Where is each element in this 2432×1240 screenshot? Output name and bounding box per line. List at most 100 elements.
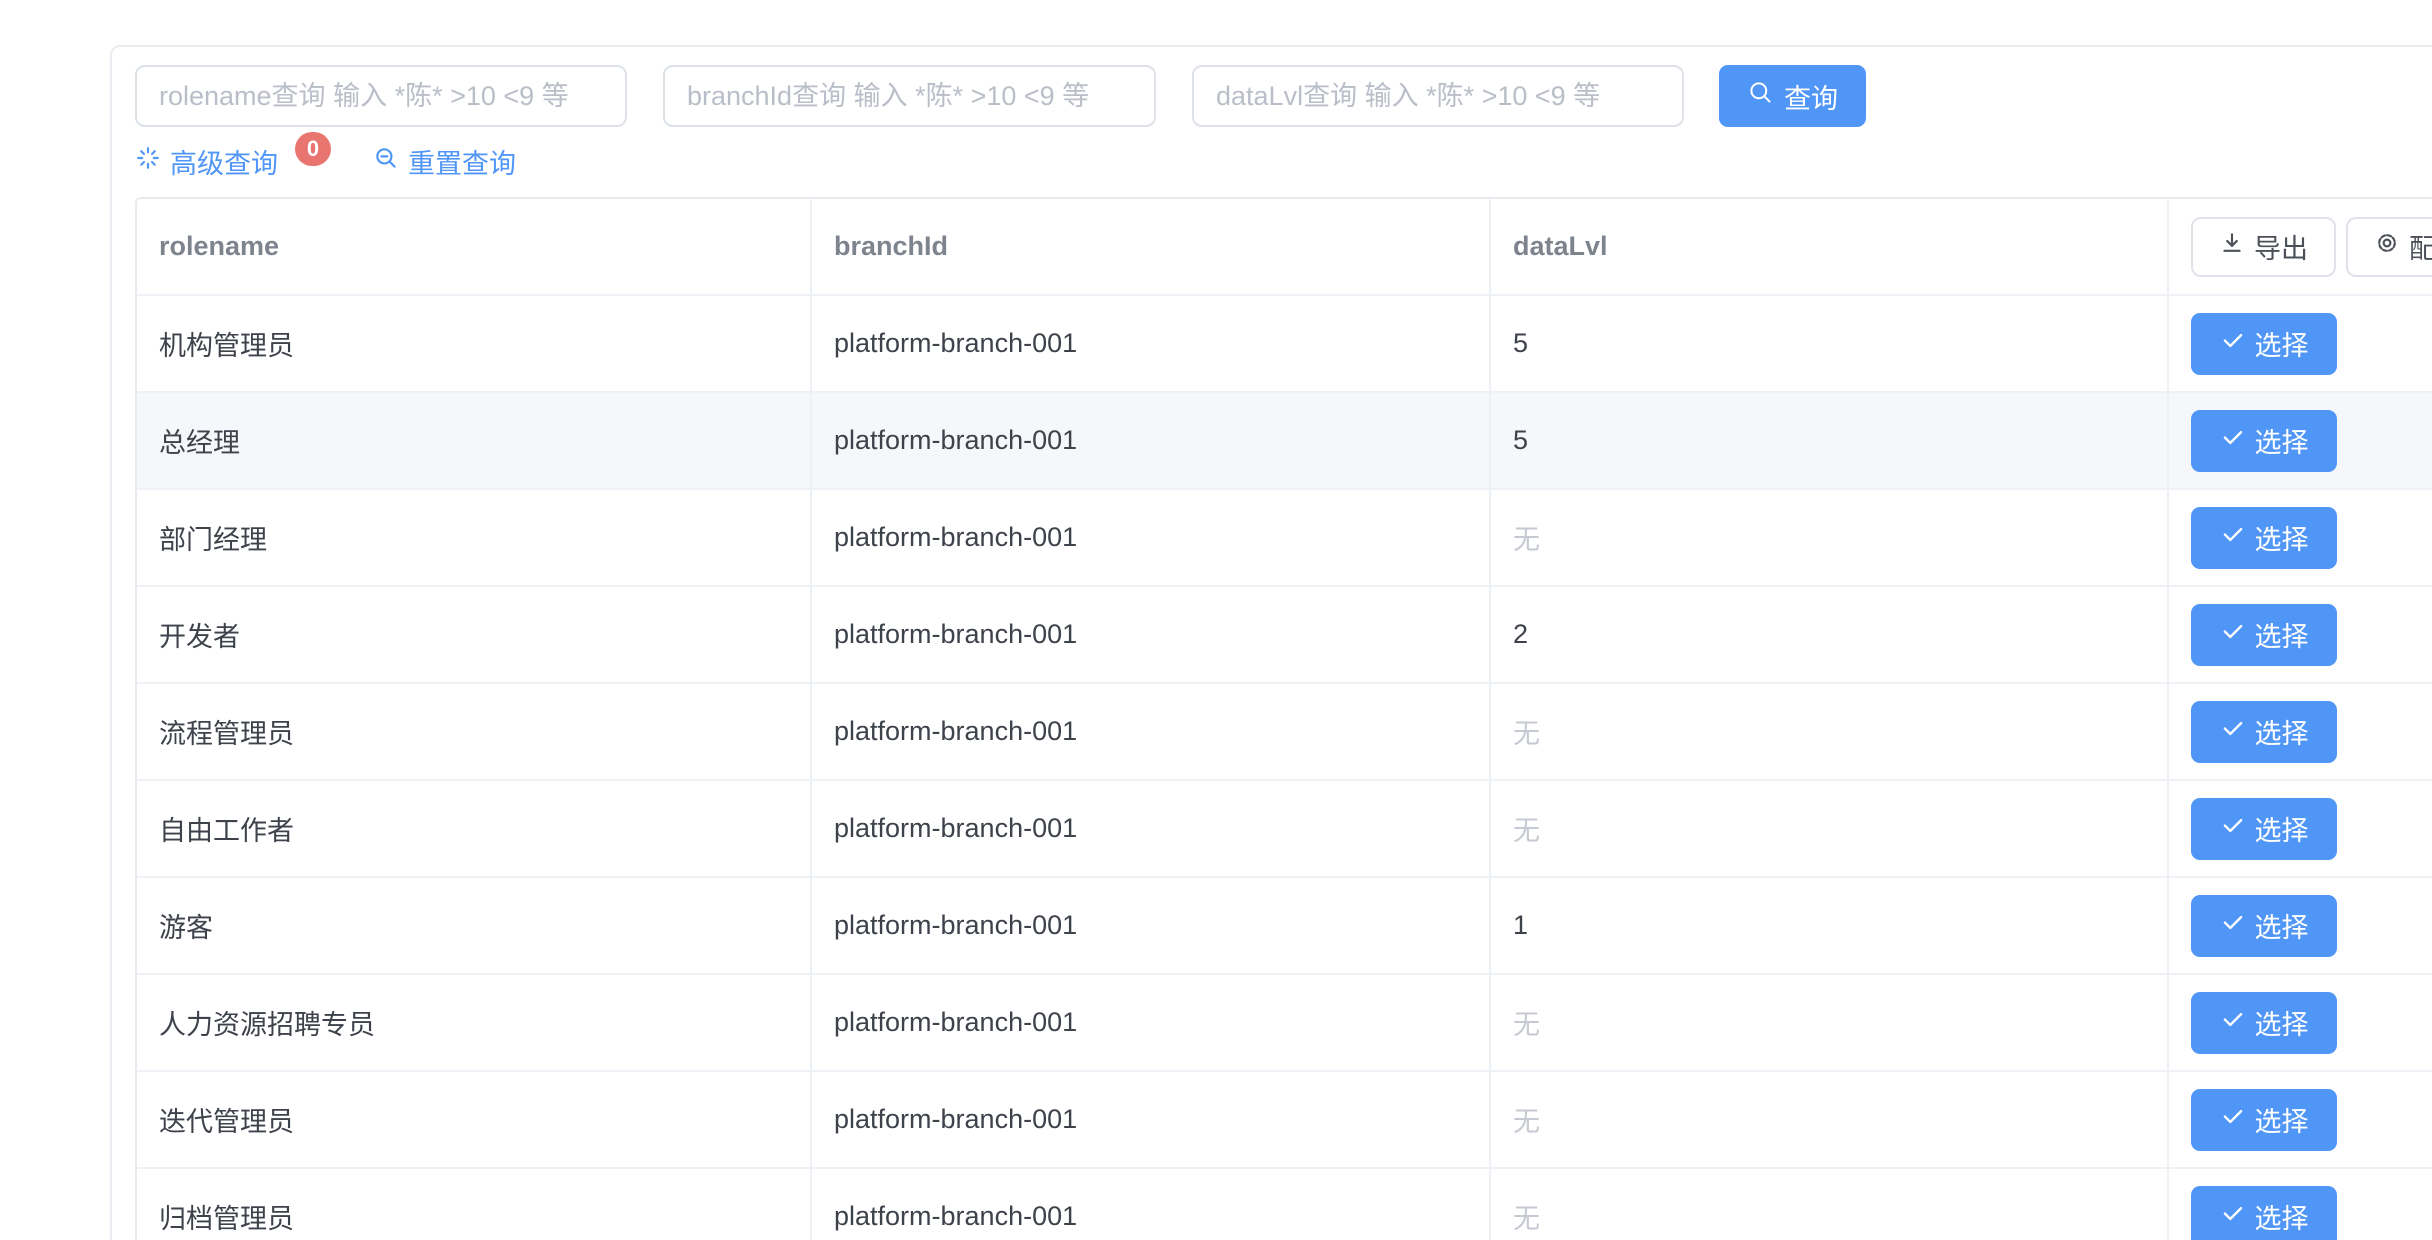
select-button[interactable]: 选择 xyxy=(2191,991,2337,1054)
cell-branchid: platform-branch-001 xyxy=(812,490,1491,587)
cell-datalvl: 1 xyxy=(1491,878,2169,975)
branchid-query-input[interactable] xyxy=(663,65,1156,127)
select-button-label: 选择 xyxy=(2254,525,2309,555)
cell-rolename: 开发者 xyxy=(137,587,812,684)
role-table-body: 机构管理员 platform-branch-001 5 选择 总经理 platf… xyxy=(137,296,2432,1240)
cell-rolename: 人力资源招聘专员 xyxy=(137,975,812,1072)
cell-rolename: 机构管理员 xyxy=(137,296,812,393)
cell-branchid: platform-branch-001 xyxy=(812,1169,1491,1240)
table-row: 流程管理员 platform-branch-001 无 选择 xyxy=(137,684,2432,781)
cell-datalvl: 无 xyxy=(1491,684,2169,781)
select-button-label: 选择 xyxy=(2254,1010,2309,1040)
cell-rolename: 总经理 xyxy=(137,393,812,490)
cell-actions: 选择 xyxy=(2169,1072,2432,1169)
advanced-query-link[interactable]: 高级查询 0 xyxy=(135,131,331,181)
check-icon xyxy=(2220,812,2246,845)
cell-branchid: platform-branch-001 xyxy=(812,1072,1491,1169)
check-icon xyxy=(2220,424,2246,457)
reset-query-link[interactable]: 重置查询 xyxy=(373,142,516,181)
cell-actions: 选择 xyxy=(2169,490,2432,587)
cell-datalvl: 2 xyxy=(1491,587,2169,684)
cell-branchid: platform-branch-001 xyxy=(812,587,1491,684)
select-button-label: 选择 xyxy=(2254,428,2309,458)
check-icon xyxy=(2220,1006,2246,1039)
column-header-branchid: branchId xyxy=(812,199,1491,296)
zoom-out-icon xyxy=(373,145,399,178)
table-row: 归档管理员 platform-branch-001 无 选择 xyxy=(137,1169,2432,1240)
select-button[interactable]: 选择 xyxy=(2191,603,2337,666)
cell-datalvl: 无 xyxy=(1491,1072,2169,1169)
table-row: 自由工作者 platform-branch-001 无 选择 xyxy=(137,781,2432,878)
export-button[interactable]: 导出 xyxy=(2191,216,2336,277)
check-icon xyxy=(2220,327,2246,360)
search-button-label: 查询 xyxy=(1784,83,1838,114)
cell-rolename: 自由工作者 xyxy=(137,781,812,878)
cell-branchid: platform-branch-001 xyxy=(812,975,1491,1072)
cell-actions: 选择 xyxy=(2169,684,2432,781)
select-button-label: 选择 xyxy=(2254,1107,2309,1137)
select-button-label: 选择 xyxy=(2254,719,2309,749)
download-icon xyxy=(2219,230,2245,263)
roles-table: rolename branchId dataLvl 导出 xyxy=(135,197,2432,1240)
export-button-label: 导出 xyxy=(2254,234,2308,264)
cell-rolename: 归档管理员 xyxy=(137,1169,812,1240)
table-row: 总经理 platform-branch-001 5 选择 xyxy=(137,393,2432,490)
select-button-label: 选择 xyxy=(2254,622,2309,652)
table-header-row: rolename branchId dataLvl 导出 xyxy=(137,199,2432,296)
select-button[interactable]: 选择 xyxy=(2191,797,2337,860)
select-button[interactable]: 选择 xyxy=(2191,1088,2337,1151)
cell-branchid: platform-branch-001 xyxy=(812,878,1491,975)
query-links-row: 高级查询 0 重置查询 xyxy=(135,131,1035,186)
config-button-label: 配置 xyxy=(2409,227,2432,266)
rolename-query-input[interactable] xyxy=(135,65,627,127)
select-button-label: 选择 xyxy=(2254,816,2309,846)
search-button[interactable]: 查询 xyxy=(1719,65,1866,127)
table-row: 迭代管理员 platform-branch-001 无 选择 xyxy=(137,1072,2432,1169)
select-button[interactable]: 选择 xyxy=(2191,1185,2337,1240)
select-button-label: 选择 xyxy=(2254,913,2309,943)
column-header-rolename: rolename xyxy=(137,199,812,296)
cell-branchid: platform-branch-001 xyxy=(812,393,1491,490)
cell-datalvl: 5 xyxy=(1491,296,2169,393)
select-button[interactable]: 选择 xyxy=(2191,409,2337,472)
table-row: 游客 platform-branch-001 1 选择 xyxy=(137,878,2432,975)
cell-datalvl: 5 xyxy=(1491,393,2169,490)
advanced-query-label: 高级查询 xyxy=(170,149,278,179)
cell-datalvl: 无 xyxy=(1491,490,2169,587)
cell-datalvl: 无 xyxy=(1491,1169,2169,1240)
select-button-label: 选择 xyxy=(2254,331,2309,361)
select-button-label: 选择 xyxy=(2254,1204,2309,1234)
cell-branchid: platform-branch-001 xyxy=(812,296,1491,393)
column-header-datalvl: dataLvl xyxy=(1491,199,2169,296)
search-icon xyxy=(1747,79,1774,113)
select-button[interactable]: 选择 xyxy=(2191,894,2337,957)
gear-icon xyxy=(2374,230,2400,263)
cell-actions: 选择 xyxy=(2169,393,2432,490)
cell-actions: 选择 xyxy=(2169,975,2432,1072)
select-button[interactable]: 选择 xyxy=(2191,312,2337,375)
cell-rolename: 流程管理员 xyxy=(137,684,812,781)
advanced-query-count-badge: 0 xyxy=(295,131,331,166)
check-icon xyxy=(2220,1200,2246,1233)
table-row: 部门经理 platform-branch-001 无 选择 xyxy=(137,490,2432,587)
cell-rolename: 游客 xyxy=(137,878,812,975)
config-button[interactable]: 配置 xyxy=(2346,216,2432,277)
check-icon xyxy=(2220,909,2246,942)
cell-branchid: platform-branch-001 xyxy=(812,684,1491,781)
spark-icon xyxy=(135,145,161,178)
check-icon xyxy=(2220,1103,2246,1136)
table-row: 人力资源招聘专员 platform-branch-001 无 选择 xyxy=(137,975,2432,1072)
column-header-actions: 导出 配置 xyxy=(2169,199,2432,296)
check-icon xyxy=(2220,715,2246,748)
table-row: 机构管理员 platform-branch-001 5 选择 xyxy=(137,296,2432,393)
cell-actions: 选择 xyxy=(2169,781,2432,878)
cell-datalvl: 无 xyxy=(1491,781,2169,878)
query-card: 查询 高级查询 0 重置查询 xyxy=(110,45,2432,1240)
datalvl-query-input[interactable] xyxy=(1192,65,1684,127)
select-button[interactable]: 选择 xyxy=(2191,506,2337,569)
cell-actions: 选择 xyxy=(2169,878,2432,975)
select-button[interactable]: 选择 xyxy=(2191,700,2337,763)
reset-query-label: 重置查询 xyxy=(408,149,516,179)
cell-rolename: 部门经理 xyxy=(137,490,812,587)
